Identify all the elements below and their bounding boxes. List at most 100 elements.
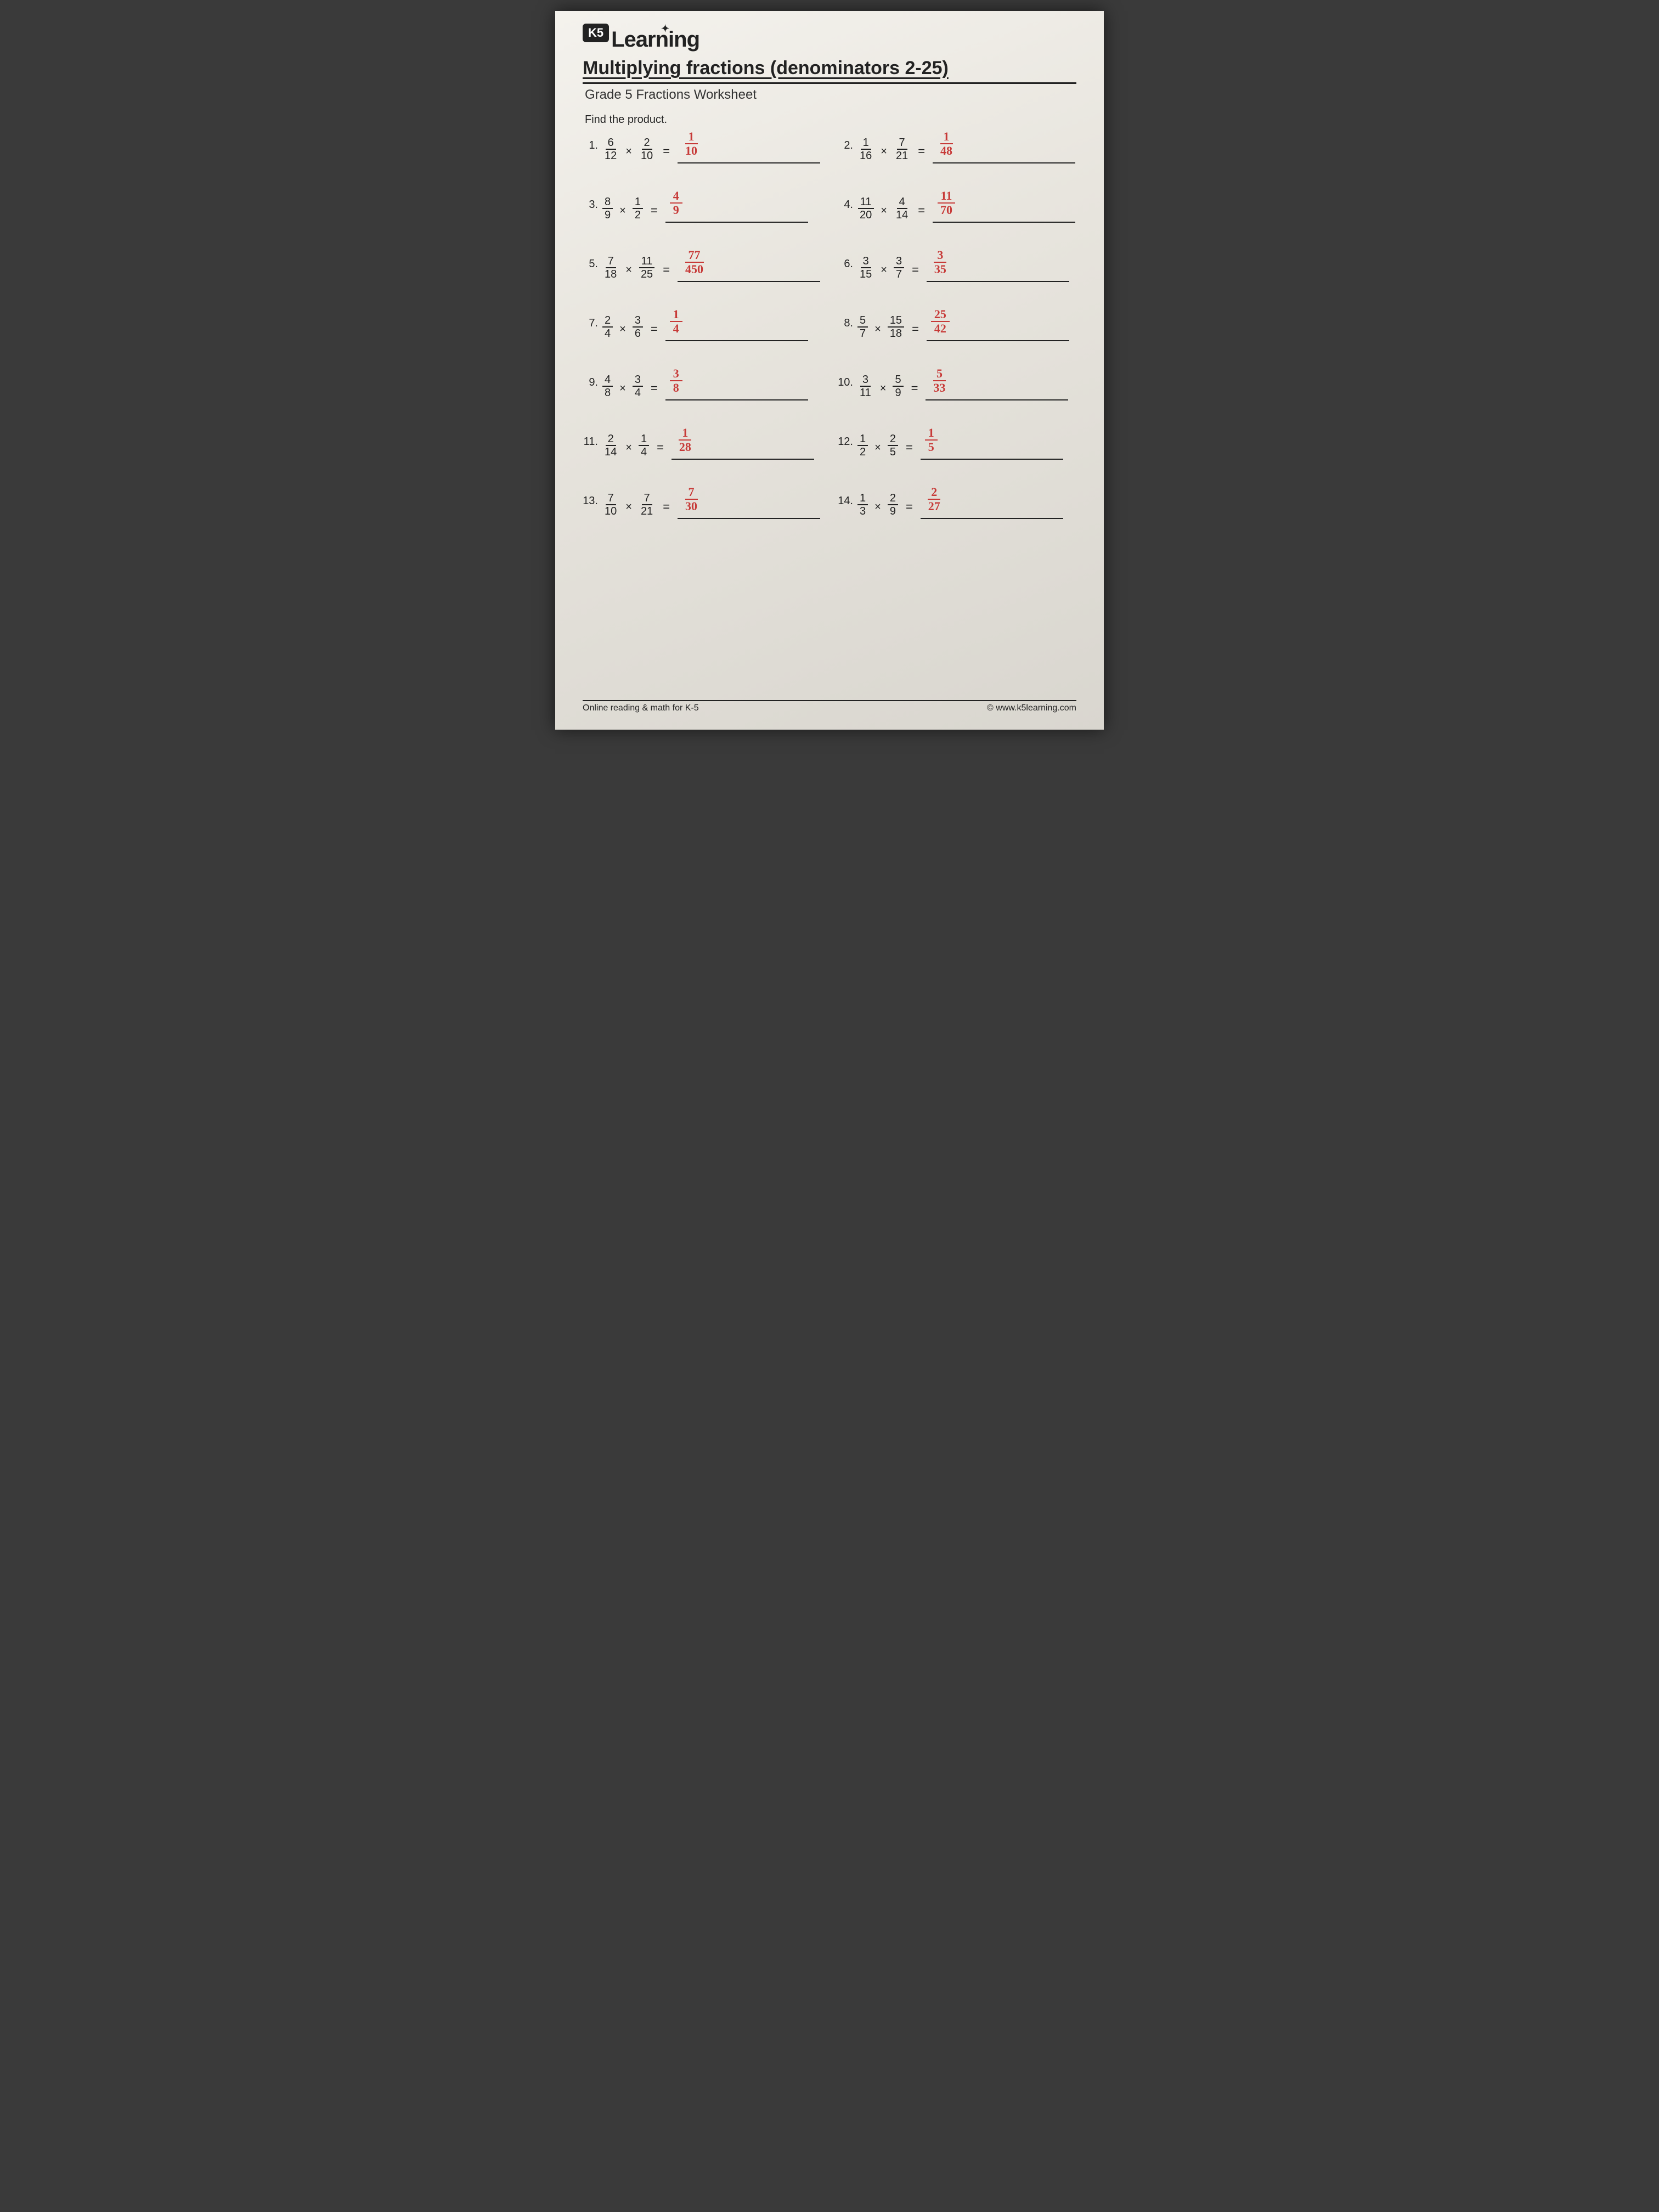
fraction-b-denominator: 14: [894, 209, 910, 221]
answer-numerator: 1: [925, 427, 938, 441]
fraction-b: 15 18: [888, 315, 904, 339]
equals-sign: =: [647, 381, 661, 396]
equals-sign: =: [647, 322, 661, 336]
fraction-a: 3 11: [857, 374, 873, 398]
fraction-a-denominator: 15: [857, 268, 874, 280]
multiply-sign: ×: [872, 323, 883, 336]
handwritten-answer: 1 28: [676, 427, 695, 453]
handwritten-answer: 3 35: [931, 249, 950, 275]
problem-number: 7.: [583, 315, 598, 330]
answer-numerator: 25: [931, 308, 950, 322]
logo: K5 Learning ✦: [583, 27, 1076, 52]
problem-row: 9. 4 8 × 3 4 = 3 8: [583, 374, 821, 400]
fraction-b-numerator: 4: [897, 196, 907, 209]
answer-denominator: 42: [931, 322, 950, 335]
problem-row: 5. 7 18 × 11 25 = 77 450: [583, 256, 821, 282]
fraction-b-numerator: 7: [642, 493, 652, 505]
answer-line: 11 70: [933, 202, 1075, 223]
fraction-b-denominator: 9: [888, 505, 898, 517]
problem-number: 3.: [583, 196, 598, 211]
equals-sign: =: [909, 322, 922, 336]
equals-sign: =: [915, 204, 928, 218]
answer-line: 4 9: [665, 202, 808, 223]
problem-row: 11. 2 14 × 1 4 = 1 28: [583, 433, 821, 460]
fraction-a-numerator: 6: [606, 137, 616, 150]
answer-denominator: 28: [676, 441, 695, 453]
fraction-b: 3 7: [894, 256, 904, 280]
fraction-a-denominator: 18: [602, 268, 619, 280]
equals-sign: =: [902, 441, 916, 455]
problem-row: 6. 3 15 × 3 7 = 3 35: [838, 256, 1076, 282]
footer-left: Online reading & math for K-5: [583, 703, 699, 713]
page-footer: Online reading & math for K-5 © www.k5le…: [583, 700, 1076, 713]
fraction-a: 2 14: [602, 433, 619, 458]
problem-number: 4.: [838, 196, 853, 211]
handwritten-answer: 1 48: [937, 131, 956, 157]
fraction-a: 1 16: [857, 137, 874, 161]
handwritten-answer: 7 30: [682, 486, 701, 512]
problem-number: 14.: [838, 493, 853, 507]
fraction-b-denominator: 10: [639, 150, 655, 161]
fraction-a: 6 12: [602, 137, 619, 161]
handwritten-answer: 2 27: [925, 486, 944, 512]
answer-line: 3 35: [927, 261, 1069, 282]
page-title: Multiplying fractions (denominators 2-25…: [583, 58, 1076, 84]
logo-badge: K5: [583, 24, 609, 42]
problem-row: 3. 8 9 × 1 2 = 4 9: [583, 196, 821, 223]
answer-line: 1 4: [665, 320, 808, 341]
equals-sign: =: [902, 500, 916, 514]
fraction-b: 2 9: [888, 493, 898, 517]
multiply-sign: ×: [878, 382, 889, 395]
fraction-a-denominator: 9: [602, 209, 613, 221]
fraction-b-numerator: 7: [897, 137, 907, 150]
footer-right: © www.k5learning.com: [987, 703, 1076, 713]
handwritten-answer: 5 33: [930, 368, 949, 394]
fraction-b: 2 10: [639, 137, 655, 161]
answer-numerator: 11: [938, 190, 956, 204]
fraction-b: 1 2: [633, 196, 643, 221]
answer-denominator: 33: [930, 381, 949, 394]
answer-denominator: 450: [682, 263, 707, 275]
multiply-sign: ×: [878, 264, 889, 276]
fraction-b-denominator: 4: [639, 446, 649, 458]
problem-row: 7. 2 4 × 3 6 = 1 4: [583, 315, 821, 341]
fraction-a-denominator: 14: [602, 446, 619, 458]
answer-numerator: 1: [940, 131, 953, 144]
instruction-text: Find the product.: [585, 114, 1076, 126]
fraction-b: 1 4: [639, 433, 649, 458]
equals-sign: =: [909, 263, 922, 277]
problem-number: 9.: [583, 374, 598, 389]
answer-denominator: 8: [670, 381, 682, 394]
fraction-b-numerator: 5: [893, 374, 903, 387]
fraction-a-denominator: 20: [857, 209, 874, 221]
problem-number: 11.: [583, 433, 598, 448]
multiply-sign: ×: [623, 501, 634, 514]
fraction-b-denominator: 4: [633, 387, 643, 398]
problem-row: 13. 7 10 × 7 21 = 7 30: [583, 493, 821, 519]
problem-row: 4. 11 20 × 4 14 = 11 70: [838, 196, 1076, 223]
fraction-b-denominator: 5: [888, 446, 898, 458]
fraction-a-numerator: 2: [606, 433, 616, 446]
logo-wordmark: Learning ✦: [611, 27, 699, 52]
fraction-a-numerator: 1: [857, 433, 868, 446]
fraction-b-numerator: 15: [888, 315, 904, 328]
problem-number: 13.: [583, 493, 598, 507]
fraction-a-numerator: 7: [606, 493, 616, 505]
problem-number: 5.: [583, 256, 598, 270]
fraction-a-denominator: 4: [602, 328, 613, 339]
fraction-a-numerator: 3: [860, 374, 871, 387]
answer-numerator: 1: [679, 427, 691, 441]
fraction-a-numerator: 5: [857, 315, 868, 328]
answer-numerator: 5: [933, 368, 946, 381]
fraction-b-denominator: 9: [893, 387, 903, 398]
answer-line: 7 30: [678, 498, 820, 519]
fraction-b-numerator: 2: [888, 493, 898, 505]
problem-row: 10. 3 11 × 5 9 = 5 33: [838, 374, 1076, 400]
fraction-b: 2 5: [888, 433, 898, 458]
fraction-a-numerator: 1: [857, 493, 868, 505]
problem-row: 8. 5 7 × 15 18 = 25 42: [838, 315, 1076, 341]
multiply-sign: ×: [617, 382, 628, 395]
answer-line: 3 8: [665, 380, 808, 400]
answer-line: 2 27: [921, 498, 1063, 519]
answer-line: 1 10: [678, 143, 820, 163]
